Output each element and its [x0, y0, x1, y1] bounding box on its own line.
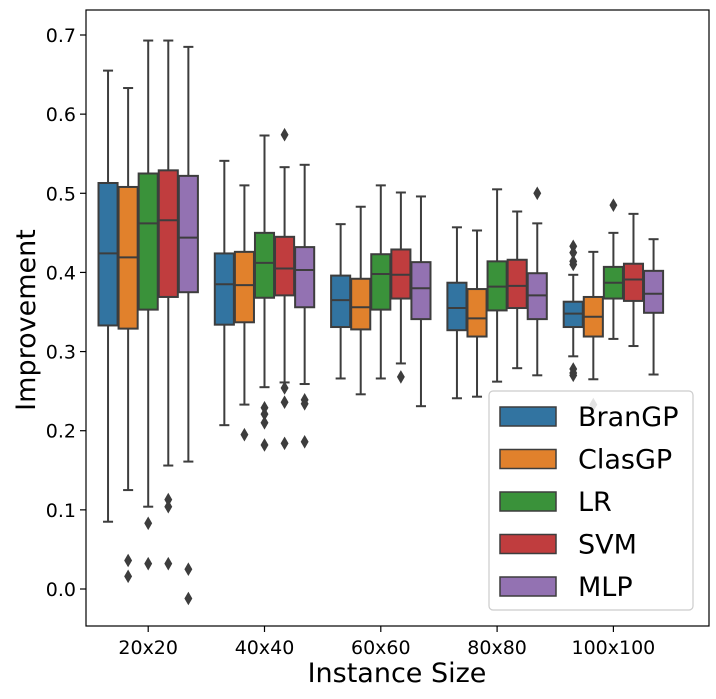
box-clasgp-100x100 [582, 250, 604, 412]
outlier-point [300, 435, 309, 449]
box-body [233, 250, 255, 324]
y-tick-label: 0.5 [46, 183, 76, 205]
box-clasgp-40x40 [233, 184, 255, 442]
box-body [643, 269, 665, 314]
box-lr-20x20 [137, 39, 159, 571]
y-tick-label: 0.6 [46, 104, 76, 126]
box-body [466, 288, 488, 338]
outlier-point [260, 416, 269, 430]
box-mlp-40x40 [294, 163, 316, 449]
x-axis-label: Instance Size [308, 658, 487, 689]
box-mlp-100x100 [643, 238, 665, 376]
outlier-point [144, 556, 153, 571]
box-svm-60x60 [390, 191, 412, 384]
plot-frame [85, 9, 710, 627]
outlier-point [533, 186, 542, 201]
legend-swatch [499, 576, 557, 597]
box-svm-80x80 [506, 210, 528, 370]
legend-swatch [499, 448, 557, 470]
box-svm-20x20 [157, 39, 179, 571]
x-tick-label: 80x80 [467, 637, 527, 659]
outlier-point [144, 516, 153, 531]
box-body [294, 246, 316, 309]
box-brangp-60x60 [330, 223, 352, 380]
box-body [177, 174, 199, 294]
box-mlp-80x80 [526, 186, 548, 377]
box-mlp-20x20 [177, 45, 199, 606]
outlier-point [164, 556, 173, 571]
legend-label: ClasGP [578, 445, 672, 476]
outlier-point [569, 257, 578, 272]
x-tick-label: 40x40 [235, 637, 295, 659]
legend-swatch [499, 491, 557, 512]
box-body [253, 231, 276, 299]
box-body [137, 172, 159, 311]
outlier-point [260, 438, 269, 452]
box-lr-60x60 [370, 184, 392, 380]
legend: BranGP ClasGP LR SVM MLP [488, 390, 694, 611]
box-body [410, 261, 432, 321]
box-mlp-60x60 [410, 195, 432, 408]
box-body [330, 274, 352, 329]
outlier-point [280, 381, 289, 395]
y-tick-label: 0.7 [46, 25, 76, 47]
x-tick-label: 100x100 [572, 637, 656, 659]
y-tick-label: 0.3 [46, 342, 76, 364]
box-brangp-80x80 [446, 226, 468, 400]
y-tick-label: 0.0 [46, 579, 76, 601]
box-body [274, 235, 296, 297]
legend-frame [488, 390, 694, 611]
y-tick-label: 0.2 [46, 421, 76, 443]
outlier-point [124, 553, 133, 568]
box-brangp-40x40 [213, 159, 235, 427]
y-tick-label: 0.1 [46, 500, 76, 522]
box-svm-40x40 [274, 127, 296, 451]
legend-label: MLP [578, 572, 633, 603]
box-body [446, 281, 468, 332]
box-body [213, 252, 235, 326]
outlier-point [280, 436, 289, 451]
outlier-point [609, 198, 618, 212]
box-brangp-100x100 [562, 239, 584, 383]
box-body [370, 253, 392, 311]
box-body [350, 277, 372, 331]
outlier-point [569, 368, 578, 383]
outlier-point [184, 562, 193, 577]
x-axis: 20x20 40x40 60x60 80x80 100x100 [118, 626, 655, 659]
outlier-point [240, 427, 249, 442]
box-clasgp-20x20 [117, 87, 139, 584]
outlier-point [280, 127, 289, 142]
y-tick-label: 0.4 [46, 262, 76, 284]
box-clasgp-60x60 [350, 205, 372, 396]
box-brangp-20x20 [97, 69, 119, 523]
box-lr-100x100 [602, 198, 624, 340]
outlier-point [396, 370, 405, 384]
outlier-point [184, 591, 193, 606]
outlier-point [124, 569, 133, 584]
box-body [157, 169, 179, 298]
x-tick-label: 20x20 [118, 637, 178, 659]
box-lr-40x40 [253, 134, 276, 452]
y-axis-label: Improvement [11, 229, 42, 411]
legend-label: SVM [578, 530, 637, 561]
box-svm-100x100 [622, 212, 645, 348]
x-tick-label: 60x60 [351, 637, 411, 659]
legend-label: LR [578, 487, 612, 518]
box-body [622, 262, 645, 302]
outlier-point [280, 395, 289, 410]
legend-label: BranGP [578, 402, 679, 433]
box-clasgp-80x80 [466, 229, 488, 398]
outlier-point [300, 397, 309, 411]
outlier-point [164, 499, 173, 514]
box-lr-80x80 [486, 188, 508, 383]
plot-area [97, 39, 665, 606]
legend-swatch [499, 406, 557, 427]
y-axis: 0.0 0.1 0.2 0.3 0.4 0.5 0.6 0.7 [46, 25, 86, 601]
box-body [506, 258, 528, 310]
legend-swatch [499, 533, 557, 555]
